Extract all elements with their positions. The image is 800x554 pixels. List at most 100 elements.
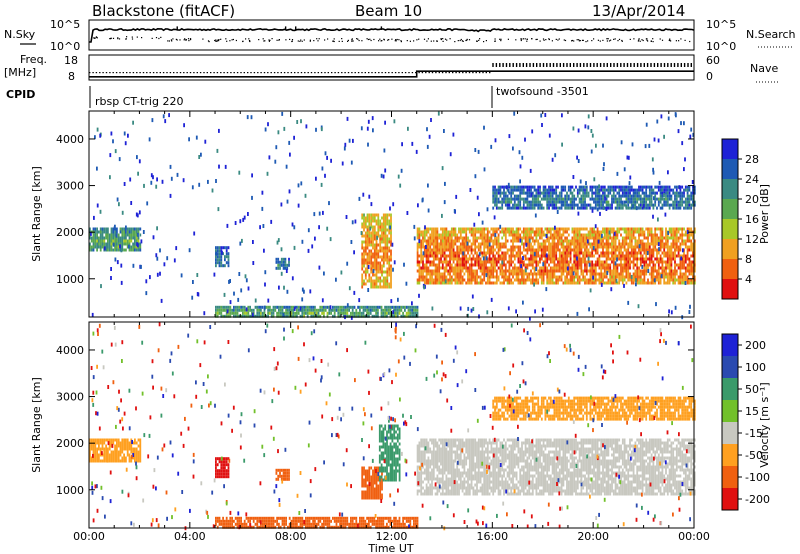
heatmap-cell	[549, 245, 552, 249]
heatmap-cell	[382, 237, 385, 241]
heatmap-cell	[522, 263, 525, 267]
heatmap-cell	[364, 240, 367, 244]
heatmap-cell	[91, 312, 94, 317]
heatmap-cell	[476, 230, 478, 234]
heatmap-cell	[569, 257, 572, 261]
nsearch-point	[94, 37, 96, 39]
heatmap-cell	[639, 245, 642, 249]
heatmap-cell	[515, 275, 518, 279]
heatmap-cell	[600, 236, 603, 240]
heatmap-cell	[258, 311, 260, 315]
heatmap-cell	[346, 303, 349, 308]
heatmap-cell	[362, 305, 365, 309]
heatmap-cell	[542, 194, 545, 198]
heatmap-cell	[504, 269, 507, 273]
heatmap-cell	[519, 263, 522, 267]
heatmap-cell	[501, 269, 504, 273]
heatmap-cell	[370, 261, 373, 265]
heatmap-cell	[485, 254, 487, 258]
heatmap-cell	[505, 185, 508, 190]
heatmap-cell	[373, 255, 376, 259]
heatmap-cell	[292, 314, 295, 318]
heatmap-cell	[674, 242, 676, 246]
heatmap-cell	[558, 266, 561, 270]
heatmap-cell	[218, 252, 221, 256]
heatmap-cell	[643, 233, 646, 237]
heatmap-cell	[119, 227, 122, 231]
heatmap-cell	[375, 219, 378, 223]
nsearch-point	[249, 40, 251, 42]
heatmap-cell	[512, 206, 514, 210]
heatmap-cell	[267, 308, 269, 312]
heatmap-cell	[468, 227, 471, 231]
nsearch-point	[507, 38, 509, 40]
heatmap-cell	[497, 245, 500, 249]
heatmap-cell	[263, 314, 266, 318]
nsearch-point	[301, 40, 303, 42]
nave-point	[522, 63, 524, 67]
nsearch-point	[406, 40, 408, 42]
heatmap-cell	[521, 260, 523, 264]
heatmap-cell	[614, 266, 617, 270]
heatmap-cell	[454, 230, 457, 234]
nsearch-point	[220, 38, 222, 40]
heatmap-cell	[429, 233, 432, 237]
heatmap-cell	[594, 281, 597, 285]
heatmap-cell	[625, 257, 628, 261]
heatmap-cell	[501, 185, 504, 189]
heatmap-cell	[285, 269, 288, 273]
heatmap-cell	[431, 251, 433, 255]
heatmap-cell	[618, 257, 621, 261]
heatmap-cell	[589, 233, 592, 237]
heatmap-cell	[320, 127, 323, 132]
heatmap-cell	[564, 266, 567, 270]
heatmap-cell	[288, 189, 291, 194]
heatmap-cell	[456, 233, 459, 237]
heatmap-cell	[576, 191, 579, 195]
heatmap-cell	[285, 314, 287, 318]
heatmap-cell	[291, 222, 294, 227]
heatmap-cell	[279, 311, 282, 315]
heatmap-cell	[432, 269, 435, 273]
nsearch-point	[188, 40, 190, 42]
heatmap-cell	[546, 230, 549, 234]
heatmap-cell	[684, 200, 687, 204]
heatmap-cell	[681, 272, 684, 276]
heatmap-cell	[508, 278, 511, 282]
heatmap-cell	[346, 261, 349, 266]
heatmap-cell	[105, 233, 107, 237]
heatmap-cell	[585, 254, 588, 258]
heatmap-cell	[627, 266, 630, 270]
heatmap-cell	[107, 233, 109, 237]
heatmap-cell	[562, 281, 565, 285]
heatmap-cell	[470, 266, 473, 270]
nave-point	[603, 63, 605, 67]
heatmap-cell	[315, 308, 318, 312]
heatmap-cell	[501, 275, 504, 279]
heatmap-cell	[578, 245, 581, 249]
heatmap-cell	[497, 206, 500, 210]
heatmap-cell	[654, 200, 657, 204]
heatmap-cell	[513, 257, 516, 261]
heatmap-cell	[560, 251, 563, 255]
heatmap-cell	[632, 278, 635, 282]
heatmap-cell	[548, 188, 550, 192]
heatmap-cell	[501, 242, 504, 246]
heatmap-cell	[461, 257, 464, 261]
heatmap-cell	[504, 257, 507, 261]
heatmap-cell	[375, 276, 378, 280]
heatmap-cell	[681, 197, 684, 201]
heatmap-cell	[370, 276, 373, 280]
heatmap-cell	[612, 281, 615, 285]
heatmap-cell	[654, 194, 657, 198]
heatmap-cell	[89, 233, 91, 237]
heatmap-cell	[416, 245, 419, 249]
heatmap-cell	[677, 203, 680, 207]
heatmap-cell	[90, 239, 93, 243]
nave-point	[314, 72, 316, 74]
heatmap-cell	[591, 269, 594, 273]
heatmap-cell	[683, 239, 685, 243]
heatmap-cell	[677, 227, 680, 231]
nave-point	[89, 72, 91, 74]
heatmap-cell	[382, 228, 385, 232]
